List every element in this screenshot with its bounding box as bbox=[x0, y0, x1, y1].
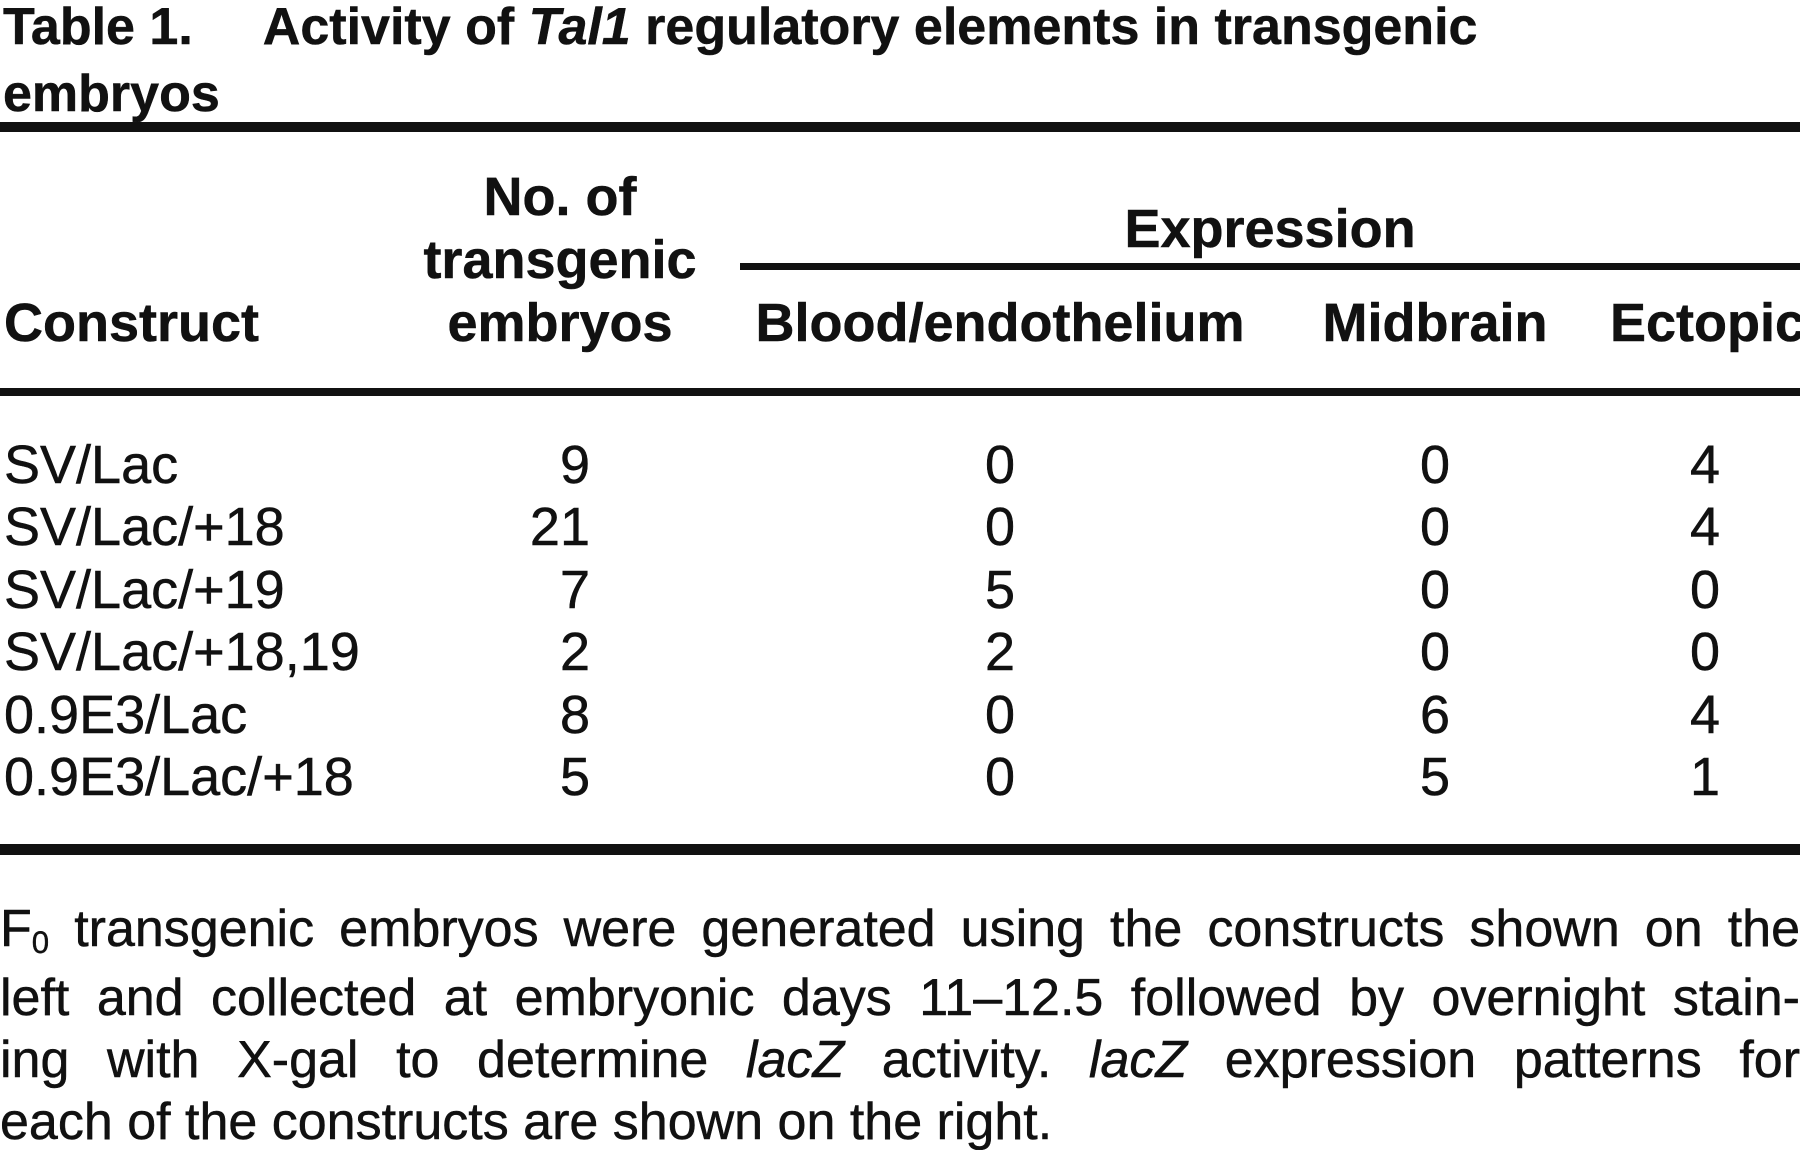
cell-midbrain: 5 bbox=[1419, 746, 1451, 808]
cell-n-embryos: 21 bbox=[529, 497, 591, 558]
col-header-midbrain: Midbrain bbox=[1322, 293, 1548, 354]
rule-under-expression-group bbox=[740, 263, 1800, 270]
cell-construct: SV/Lac bbox=[4, 435, 179, 496]
cell-midbrain: 0 bbox=[1419, 435, 1451, 496]
footnote-text: F bbox=[0, 900, 32, 959]
footnote-text: activity. bbox=[844, 1031, 1089, 1090]
table-row: 0.9E3/Lac/+18 5 0 5 1 bbox=[0, 746, 1800, 808]
cell-construct: SV/Lac/+19 bbox=[4, 559, 285, 621]
table-row: SV/Lac/+19 7 5 0 0 bbox=[0, 559, 1800, 621]
footnote-text: left and collected at embryonic days 11–… bbox=[0, 969, 1800, 1028]
cell-midbrain: 6 bbox=[1419, 684, 1451, 745]
gene-name-italic: Tal1 bbox=[528, 0, 631, 56]
col-header-n-embryos-line2: transgenic bbox=[423, 230, 697, 291]
cell-n-embryos: 9 bbox=[559, 435, 591, 496]
table-row: SV/Lac 9 0 0 4 bbox=[0, 434, 1800, 496]
table-footnote: F0 transgenic embryos were generated usi… bbox=[0, 898, 1800, 1150]
cell-midbrain: 0 bbox=[1419, 559, 1451, 621]
footnote-text: each of the constructs are shown on the … bbox=[0, 1093, 1053, 1150]
cell-blood-endothelium: 0 bbox=[984, 497, 1016, 558]
footnote-text: transgenic embryos were generated using … bbox=[49, 900, 1800, 959]
cell-blood-endothelium: 0 bbox=[984, 746, 1016, 808]
cell-construct: SV/Lac/+18,19 bbox=[4, 622, 360, 683]
footnote-line: left and collected at embryonic days 11–… bbox=[0, 967, 1800, 1029]
table-title: Table 1. Activity of Tal1 regulatory elem… bbox=[3, 0, 1763, 128]
table-row: SV/Lac/+18 21 0 0 4 bbox=[0, 496, 1800, 558]
col-header-n-embryos: No. of transgenic embryos bbox=[390, 166, 730, 355]
cell-blood-endothelium: 5 bbox=[984, 559, 1016, 621]
cell-blood-endothelium: 0 bbox=[984, 684, 1016, 745]
cell-construct: 0.9E3/Lac bbox=[4, 684, 248, 745]
cell-midbrain: 0 bbox=[1419, 497, 1451, 558]
cell-n-embryos: 7 bbox=[559, 559, 591, 621]
col-header-blood-endothelium: Blood/endothelium bbox=[755, 293, 1245, 354]
cell-blood-endothelium: 2 bbox=[984, 622, 1016, 683]
rule-below-body bbox=[0, 844, 1800, 855]
cell-n-embryos: 8 bbox=[559, 684, 591, 745]
rule-below-title bbox=[0, 122, 1800, 132]
footnote-line: ing with X-gal to determine lacZ activit… bbox=[0, 1029, 1800, 1091]
table-body: SV/Lac 9 0 0 4 SV/Lac/+18 21 0 0 4 SV/La… bbox=[0, 434, 1800, 808]
table-row: SV/Lac/+18,19 2 2 0 0 bbox=[0, 621, 1800, 683]
cell-ectopic: 0 bbox=[1689, 622, 1721, 683]
gene-name-italic: lacZ bbox=[1088, 1031, 1188, 1090]
cell-construct: 0.9E3/Lac/+18 bbox=[4, 746, 354, 808]
col-header-n-embryos-line1: No. of bbox=[483, 167, 637, 228]
table-caption-post: regulatory elements in transgenic bbox=[630, 0, 1478, 56]
cell-blood-endothelium: 0 bbox=[984, 435, 1016, 496]
cell-n-embryos: 5 bbox=[559, 746, 591, 808]
cell-n-embryos: 2 bbox=[559, 622, 591, 683]
footnote-text: ing with X-gal to determine bbox=[0, 1031, 746, 1090]
col-group-header-expression: Expression bbox=[1124, 199, 1416, 260]
table-caption-pre: Activity of bbox=[262, 0, 529, 56]
table-title-line2: embryos bbox=[3, 65, 220, 124]
gene-name-italic: lacZ bbox=[745, 1031, 845, 1090]
cell-ectopic: 4 bbox=[1689, 497, 1721, 558]
table-row: 0.9E3/Lac 8 0 6 4 bbox=[0, 684, 1800, 746]
cell-ectopic: 4 bbox=[1689, 435, 1721, 496]
cell-midbrain: 0 bbox=[1419, 622, 1451, 683]
cell-ectopic: 1 bbox=[1689, 746, 1721, 808]
col-header-ectopic: Ectopic bbox=[1610, 293, 1800, 354]
subscript-zero: 0 bbox=[31, 924, 50, 960]
col-header-n-embryos-line3: embryos bbox=[447, 293, 673, 354]
table-number-label: Table 1. bbox=[3, 0, 193, 56]
table-title-line1: Table 1. Activity of Tal1 regulatory elem… bbox=[3, 0, 1763, 61]
cell-ectopic: 0 bbox=[1689, 559, 1721, 621]
rule-below-header bbox=[0, 388, 1800, 396]
cell-construct: SV/Lac/+18 bbox=[4, 497, 285, 558]
col-header-construct: Construct bbox=[4, 293, 260, 354]
footnote-text: expression patterns for bbox=[1187, 1031, 1800, 1090]
footnote-line: F0 transgenic embryos were generated usi… bbox=[0, 898, 1800, 967]
footnote-line: each of the constructs are shown on the … bbox=[0, 1091, 1800, 1150]
cell-ectopic: 4 bbox=[1689, 684, 1721, 745]
